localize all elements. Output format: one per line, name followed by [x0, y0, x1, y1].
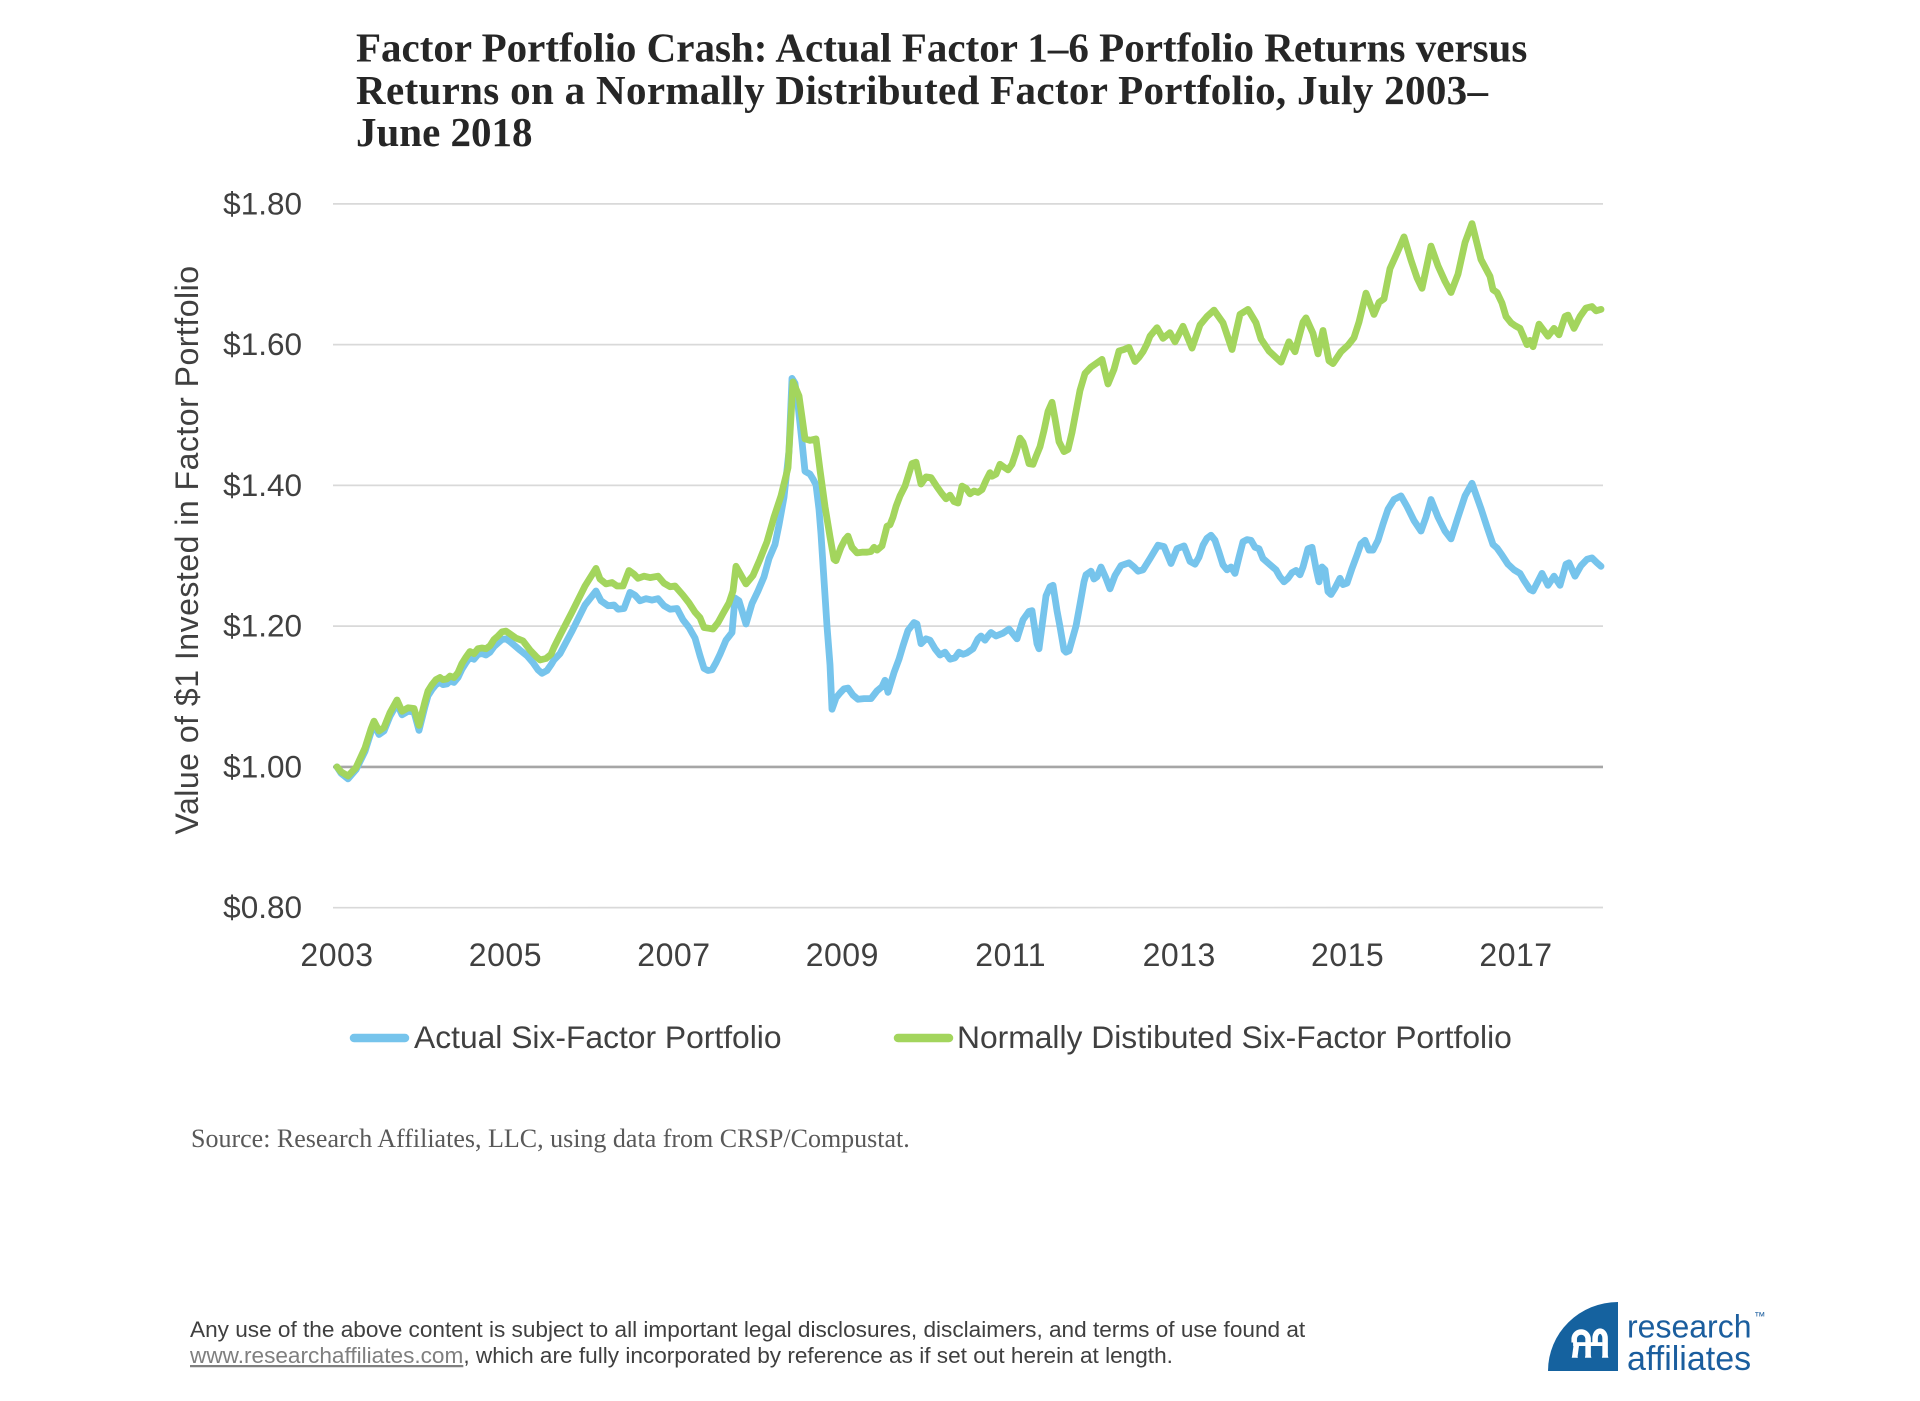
- svg-text:2009: 2009: [806, 937, 879, 973]
- svg-text:$0.80: $0.80: [223, 889, 302, 925]
- svg-text:$1.40: $1.40: [223, 467, 302, 503]
- svg-text:™: ™: [1754, 1311, 1766, 1323]
- svg-text:2005: 2005: [469, 937, 542, 973]
- svg-text:$1.20: $1.20: [223, 608, 302, 644]
- svg-text:$1.60: $1.60: [223, 326, 302, 362]
- svg-text:2017: 2017: [1479, 937, 1552, 973]
- svg-text:$1.80: $1.80: [223, 185, 302, 221]
- svg-text:2007: 2007: [637, 937, 710, 973]
- svg-text:2003: 2003: [300, 937, 373, 973]
- svg-text:2013: 2013: [1143, 937, 1216, 973]
- svg-text:$1.00: $1.00: [223, 748, 302, 784]
- svg-text:Factor Portfolio Crash: Actual: Factor Portfolio Crash: Actual Factor 1–…: [356, 25, 1527, 71]
- svg-text:Source: Research Affiliates, L: Source: Research Affiliates, LLC, using …: [191, 1124, 910, 1153]
- svg-text:Normally Distibuted Six-Factor: Normally Distibuted Six-Factor Portfolio: [957, 1019, 1512, 1055]
- svg-text:research: research: [1627, 1308, 1752, 1344]
- svg-text:Actual Six-Factor Portfolio: Actual Six-Factor Portfolio: [414, 1019, 782, 1055]
- svg-text:2015: 2015: [1311, 937, 1384, 973]
- svg-text:Value of $1 Invested in Factor: Value of $1 Invested in Factor Portfolio: [169, 265, 205, 834]
- svg-text:Any use of the above content i: Any use of the above content is subject …: [190, 1317, 1306, 1342]
- svg-text:2011: 2011: [975, 937, 1046, 973]
- svg-text:www.researchaffiliates.com, wh: www.researchaffiliates.com, which are fu…: [189, 1343, 1173, 1368]
- svg-text:June 2018: June 2018: [356, 109, 533, 155]
- svg-text:Returns on a Normally Distribu: Returns on a Normally Distributed Factor…: [356, 67, 1488, 113]
- svg-text:affiliates: affiliates: [1627, 1340, 1751, 1378]
